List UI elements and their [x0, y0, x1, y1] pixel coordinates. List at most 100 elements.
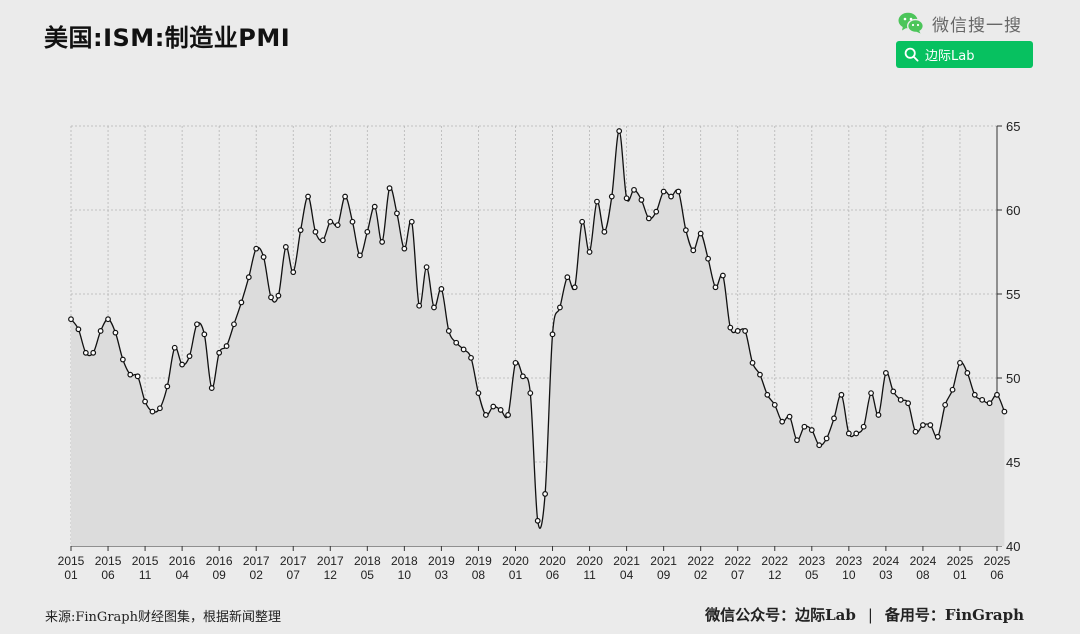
data-point — [68, 316, 74, 323]
data-point — [482, 412, 489, 418]
data-point — [860, 423, 867, 430]
x-tick-label-year: 2022 — [724, 554, 751, 568]
data-point — [697, 230, 704, 237]
data-point — [845, 430, 852, 437]
data-point — [794, 437, 800, 444]
data-point — [438, 286, 445, 292]
x-tick-label-year: 2015 — [132, 554, 159, 568]
data-point — [112, 329, 119, 336]
x-tick-label-month: 09 — [212, 568, 226, 582]
data-point — [690, 247, 697, 254]
data-point — [194, 321, 200, 328]
data-point — [764, 391, 771, 398]
data-point — [631, 186, 637, 193]
record-label: 备用号：FinGraph — [884, 606, 1024, 624]
x-tick-label-month: 10 — [398, 568, 412, 582]
data-point — [282, 244, 289, 250]
data-point — [238, 299, 245, 306]
x-tick-label-month: 12 — [324, 568, 338, 582]
data-point — [297, 227, 304, 234]
data-point — [349, 218, 356, 225]
data-point — [519, 373, 526, 380]
x-tick-label-month: 06 — [101, 568, 115, 582]
data-point — [119, 356, 126, 363]
data-point — [749, 359, 756, 366]
data-point — [934, 433, 941, 440]
x-tick-label-year: 2016 — [206, 554, 233, 568]
data-point — [186, 353, 193, 360]
data-point — [727, 324, 734, 331]
data-point — [431, 304, 437, 311]
data-point — [564, 274, 571, 281]
x-tick-label-year: 2015 — [95, 554, 122, 568]
data-point — [808, 427, 815, 433]
x-tick-label-month: 01 — [509, 568, 523, 582]
data-point — [527, 390, 534, 397]
data-point — [290, 269, 297, 276]
data-point — [579, 218, 586, 225]
data-point — [90, 349, 97, 356]
data-point — [334, 222, 341, 229]
x-tick-label-month: 06 — [546, 568, 560, 582]
data-point — [379, 239, 386, 245]
data-point — [534, 517, 541, 524]
x-tick-label-month: 07 — [731, 568, 745, 582]
y-tick-label: 45 — [1006, 455, 1020, 470]
data-point — [268, 294, 274, 301]
x-tick-label-year: 2025 — [984, 554, 1011, 568]
data-point — [82, 349, 89, 356]
data-point — [682, 227, 689, 234]
data-point — [497, 407, 504, 413]
wechat-search-brand: 微信搜一搜 — [898, 10, 1022, 36]
wechat-search-label: 微信搜一搜 — [932, 15, 1022, 36]
data-point — [416, 302, 423, 309]
x-tick-label-month: 03 — [435, 568, 449, 582]
data-point — [253, 245, 260, 252]
data-point — [223, 343, 230, 349]
data-point — [357, 252, 363, 259]
data-point — [705, 255, 711, 262]
data-point — [423, 264, 430, 271]
data-point — [868, 390, 874, 397]
account-label: 微信公众号：边际Lab — [705, 606, 856, 624]
x-tick-label-year: 2019 — [428, 554, 455, 568]
x-tick-label-year: 2015 — [58, 554, 85, 568]
data-point — [319, 237, 326, 244]
x-tick-label-year: 2017 — [317, 554, 344, 568]
search-button[interactable]: 边际Lab — [896, 41, 1033, 68]
y-tick-label: 55 — [1006, 287, 1020, 302]
data-point — [786, 413, 793, 420]
x-tick-label-year: 2018 — [354, 554, 381, 568]
data-point — [142, 398, 148, 405]
data-point — [616, 128, 623, 134]
data-point — [245, 274, 252, 281]
data-point — [149, 408, 156, 415]
x-tick-label-year: 2025 — [947, 554, 974, 568]
data-point — [208, 385, 215, 391]
data-point — [979, 396, 986, 403]
data-point — [771, 401, 778, 408]
data-point — [742, 328, 749, 334]
x-tick-label-year: 2024 — [873, 554, 900, 568]
x-tick-label-month: 01 — [64, 568, 78, 582]
x-tick-label-year: 2021 — [650, 554, 677, 568]
account-info: 微信公众号：边际Lab | 备用号：FinGraph — [705, 604, 1024, 625]
x-tick-label-month: 06 — [990, 568, 1004, 582]
x-tick-label-year: 2023 — [798, 554, 825, 568]
data-point — [971, 391, 978, 398]
data-point — [401, 245, 408, 252]
x-tick-label-year: 2020 — [539, 554, 566, 568]
data-point — [957, 359, 963, 366]
data-point — [623, 195, 630, 202]
data-point — [445, 328, 452, 334]
data-point — [831, 415, 837, 422]
data-point — [327, 218, 334, 225]
data-point — [542, 491, 549, 497]
data-point — [201, 331, 208, 338]
data-point — [949, 386, 956, 393]
data-point — [408, 218, 415, 225]
data-point — [712, 284, 719, 291]
data-point — [127, 371, 134, 378]
chart-title: 美国:ISM:制造业PMI — [44, 24, 291, 52]
data-point — [675, 188, 682, 195]
